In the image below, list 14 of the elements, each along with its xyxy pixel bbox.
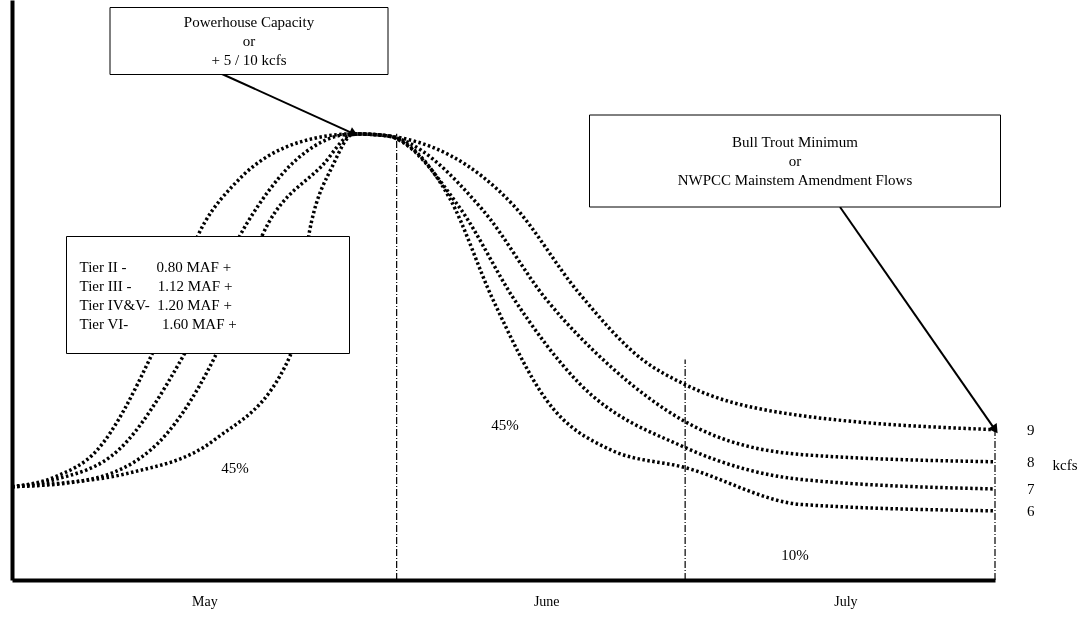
annotation: 45% [221,460,249,476]
annotation: Powerhouse Capacity or + 5 / 10 kcfs [183,14,315,68]
text: kcfs [1052,457,1078,473]
annotation: Bull Trout Minimum or NWPCC Mainstem Amendment Flows [677,134,913,188]
x-tick-label: July [834,593,858,609]
series-label: 9 [1027,421,1035,438]
text: 8 [1027,453,1035,470]
annotation: 45% [491,417,519,433]
text: 6 [1027,502,1035,519]
annotation: 10% [781,547,809,563]
x-tick-label: May [191,593,218,609]
x-tick-label: June [533,593,560,609]
text: 7 [1027,480,1035,497]
annotation: Tier II - 0.80 MAF + Tier III - 1.12 MAF + Tier IV&V- 1.20 MAF + Tier VI- 1.60 MAF + [79,258,237,332]
